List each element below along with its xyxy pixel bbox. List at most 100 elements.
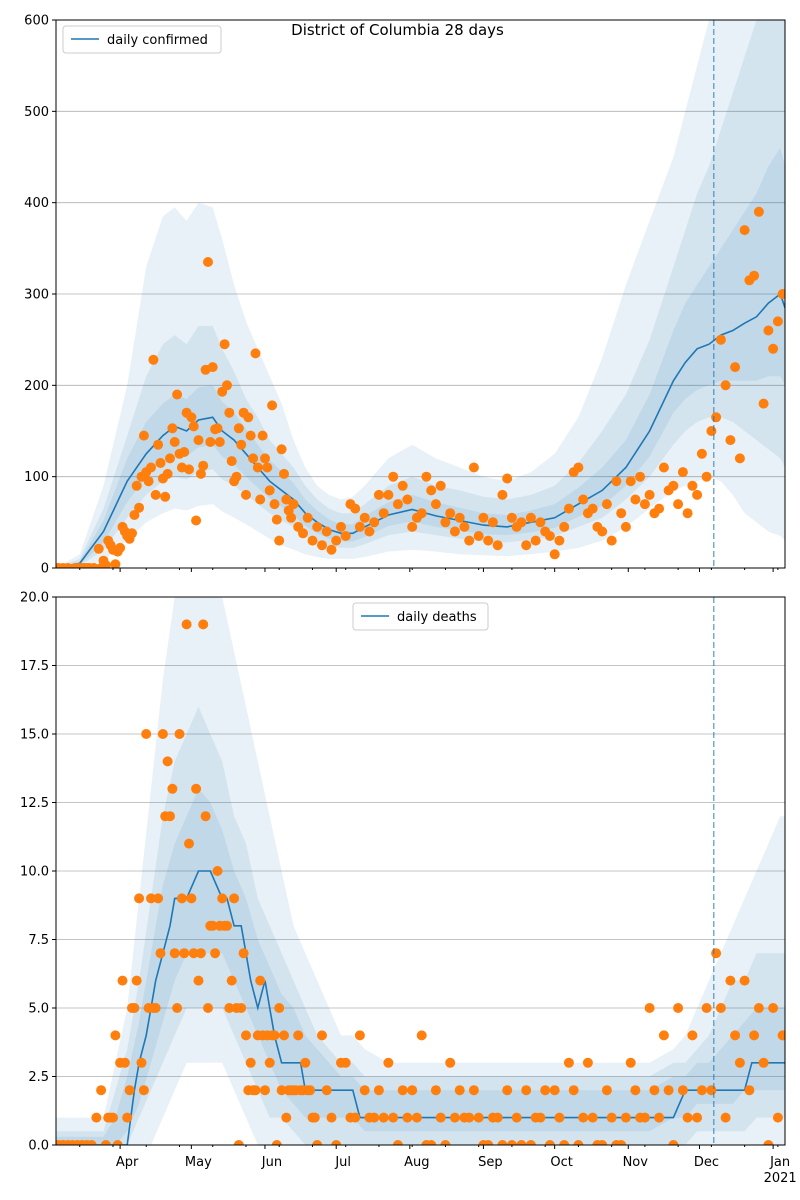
data-point	[350, 1112, 361, 1123]
data-point	[402, 1112, 413, 1123]
data-point	[639, 1112, 650, 1123]
x-tick-label: Jul	[334, 1155, 351, 1170]
x-tick-label: Aug	[404, 1155, 429, 1170]
data-point	[696, 448, 707, 459]
data-point	[212, 423, 223, 434]
data-point	[715, 1003, 726, 1013]
data-point	[668, 1140, 679, 1145]
data-point	[445, 508, 456, 519]
data-point	[300, 1057, 311, 1068]
data-point	[749, 270, 760, 281]
data-point	[734, 1057, 745, 1068]
data-point	[340, 531, 351, 541]
data-point	[305, 1085, 316, 1096]
data-point	[639, 499, 650, 510]
data-point	[521, 1085, 532, 1096]
x-tick-label: Dec	[694, 1155, 719, 1170]
data-point	[416, 508, 427, 519]
data-point	[312, 1140, 323, 1145]
data-point	[112, 1140, 123, 1145]
data-point	[411, 1112, 422, 1123]
y-tick-label: 600	[24, 14, 49, 29]
data-point	[378, 508, 389, 519]
data-point	[359, 1085, 370, 1096]
data-point	[110, 559, 121, 568]
data-point	[317, 540, 327, 551]
data-point	[682, 1112, 693, 1123]
data-point	[155, 458, 166, 468]
data-point	[473, 531, 484, 541]
data-point	[468, 462, 479, 473]
data-point	[321, 1085, 332, 1096]
data-point	[203, 1003, 213, 1013]
data-point	[281, 494, 292, 505]
y-tick-label: 12.5	[20, 796, 49, 811]
data-point	[701, 1003, 712, 1013]
data-point	[269, 1030, 280, 1041]
confidence-band	[56, 706, 785, 1145]
data-point	[635, 471, 646, 482]
data-point	[392, 499, 403, 510]
data-point	[271, 514, 282, 525]
data-point	[449, 526, 460, 537]
data-point	[153, 439, 164, 450]
data-point	[468, 1085, 479, 1096]
data-point	[772, 316, 783, 327]
data-point	[687, 1030, 698, 1041]
data-point	[245, 430, 256, 441]
data-point	[307, 535, 318, 546]
data-point	[312, 521, 323, 532]
y-tick-label: 0	[41, 562, 49, 577]
data-point	[93, 543, 104, 554]
data-point	[563, 503, 574, 514]
data-point	[630, 494, 641, 505]
data-point	[416, 1030, 427, 1041]
data-point	[279, 1030, 289, 1041]
data-point	[350, 503, 361, 514]
data-point	[326, 544, 337, 555]
data-point	[248, 453, 259, 464]
data-point	[758, 1057, 769, 1068]
data-point	[146, 462, 156, 473]
y-tick-label: 5.0	[28, 1002, 49, 1017]
y-tick-label: 10.0	[20, 865, 49, 880]
data-point	[573, 462, 584, 473]
data-point	[630, 1085, 641, 1096]
data-point	[407, 1085, 418, 1096]
data-point	[359, 512, 370, 523]
data-point	[317, 1030, 327, 1041]
data-point	[720, 1112, 731, 1123]
data-point	[193, 975, 204, 986]
data-point	[625, 1057, 636, 1068]
data-point	[224, 1003, 235, 1013]
data-point	[378, 1112, 389, 1123]
data-point	[195, 468, 206, 479]
data-point	[677, 467, 688, 478]
data-point	[150, 1003, 161, 1013]
data-point	[257, 430, 268, 441]
data-point	[725, 435, 736, 446]
data-point	[582, 1057, 593, 1068]
data-point	[184, 838, 194, 849]
data-point	[186, 893, 197, 904]
legend: daily deaths	[352, 602, 489, 631]
data-point	[174, 729, 185, 739]
data-point	[511, 1112, 522, 1123]
data-point	[260, 453, 270, 464]
data-point	[715, 334, 726, 345]
data-point	[238, 948, 249, 959]
x-tick-label: Sep	[478, 1155, 503, 1170]
data-point	[649, 1085, 660, 1096]
data-point	[521, 540, 532, 551]
data-point	[559, 521, 570, 532]
data-point	[734, 453, 745, 464]
data-point	[601, 499, 612, 510]
data-point	[706, 426, 717, 436]
data-point	[753, 1003, 764, 1013]
y-tick-label: 17.5	[20, 659, 49, 674]
data-point	[654, 503, 665, 514]
data-point	[134, 893, 145, 904]
x-tick-label: Oct	[550, 1155, 572, 1170]
data-point	[397, 480, 408, 491]
data-point	[449, 1112, 460, 1123]
